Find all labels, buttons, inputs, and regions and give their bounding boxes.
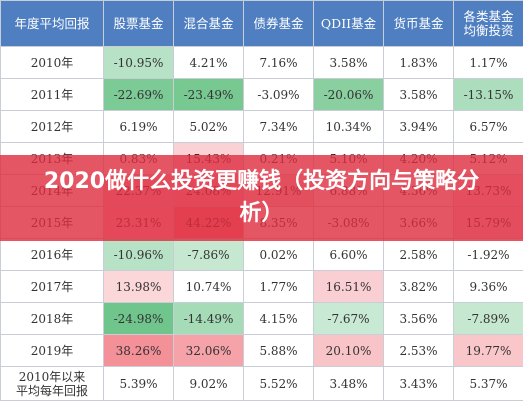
cell: 19.77% [454,335,523,367]
cell: 5.88% [244,335,314,367]
row-label: 2010年 [1,47,104,79]
cell: 4.21% [174,47,244,79]
cell: -24.98% [104,303,174,335]
header-cell: 年度平均回报 [1,1,104,47]
cell: 0.02% [244,239,314,271]
cell: -10.95% [104,47,174,79]
cell-line: 平均每年回报 [16,384,88,398]
header-cell: QDII基金 [314,1,384,47]
cell: 1.83% [384,47,454,79]
cell: 4.15% [244,303,314,335]
cell: 3.94% [384,111,454,143]
cell: 32.06% [174,335,244,367]
cell: 10.34% [314,111,384,143]
cell: -10.96% [104,239,174,271]
table-row: 2016年-10.96%-7.86%0.02%6.60%2.58%-1.92% [1,239,523,271]
cell: -23.49% [174,79,244,111]
row-label: 2017年 [1,271,104,303]
row-label: 2018年 [1,303,104,335]
cell: 3.56% [384,303,454,335]
cell: 3.58% [314,47,384,79]
cell: 10.74% [174,271,244,303]
cell-line: 各类基金 [463,9,513,24]
header-cell: 混合基金 [174,1,244,47]
row-label: 2016年 [1,239,104,271]
cell: 20.10% [314,335,384,367]
cell: -7.89% [454,303,523,335]
cell-line: 均衡投资 [463,23,513,38]
cell: 3.48% [314,367,384,401]
cell: 5.02% [174,111,244,143]
cell: 5.37% [454,367,523,401]
cell: 1.77% [244,271,314,303]
cell: -3.09% [244,79,314,111]
cell: -14.49% [174,303,244,335]
table-row: 2018年-24.98%-14.49%4.15%-7.67%3.56%-7.89… [1,303,523,335]
cell: 9.36% [454,271,523,303]
cell: -7.67% [314,303,384,335]
table-row: 2010年-10.95%4.21%7.16%3.58%1.83%1.17% [1,47,523,79]
row-label: 2010年以来平均每年回报 [1,367,104,401]
header-cell: 各类基金均衡投资 [454,1,523,47]
cell: 6.57% [454,111,523,143]
cell: 6.60% [314,239,384,271]
cell: -20.06% [314,79,384,111]
cell: 38.26% [104,335,174,367]
cell: 3.82% [384,271,454,303]
cell: -22.69% [104,79,174,111]
banner-title: 2020做什么投资更赚钱（投资方向与策略分析） [42,166,482,230]
cell: 1.17% [454,47,523,79]
header-cell: 股票基金 [104,1,174,47]
cell: 3.58% [384,79,454,111]
banner: 2020做什么投资更赚钱（投资方向与策略分析） [0,155,523,241]
cell: 16.51% [314,271,384,303]
cell: 7.16% [244,47,314,79]
header-cell: 货币基金 [384,1,454,47]
cell: 2.58% [384,239,454,271]
header-cell: 债券基金 [244,1,314,47]
table-row: 2011年-22.69%-23.49%-3.09%-20.06%3.58%-13… [1,79,523,111]
row-label: 2011年 [1,79,104,111]
cell: -13.15% [454,79,523,111]
cell: 5.52% [244,367,314,401]
cell: 3.43% [384,367,454,401]
cell: 9.02% [174,367,244,401]
cell: 5.39% [104,367,174,401]
cell: 13.98% [104,271,174,303]
cell: 7.34% [244,111,314,143]
row-label: 2019年 [1,335,104,367]
cell: -1.92% [454,239,523,271]
row-label: 2012年 [1,111,104,143]
cell: 6.19% [104,111,174,143]
cell: 2.53% [384,335,454,367]
cell: -7.86% [174,239,244,271]
cell-line: 2010年以来 [19,370,86,384]
